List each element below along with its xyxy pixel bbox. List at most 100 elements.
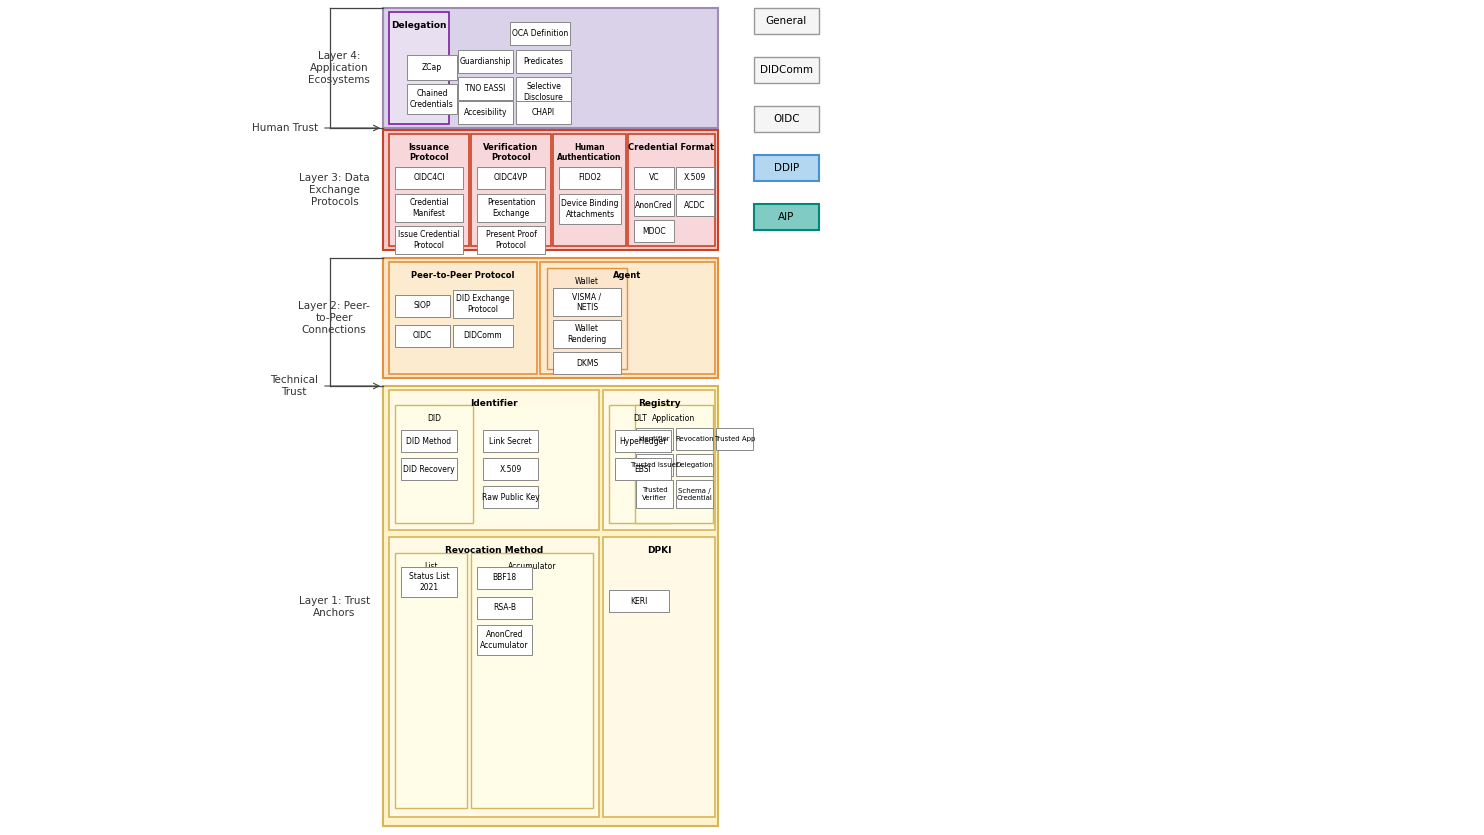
Text: AnonCred
Accumulator: AnonCred Accumulator: [481, 630, 528, 650]
Text: Human Trust: Human Trust: [252, 123, 318, 133]
Bar: [754, 106, 819, 132]
Text: Selective
Disclosure: Selective Disclosure: [524, 83, 564, 102]
Bar: [459, 101, 513, 124]
Text: VISMA /
NETIS: VISMA / NETIS: [573, 292, 601, 311]
Bar: [482, 430, 539, 452]
Text: Identifier: Identifier: [470, 399, 518, 408]
Text: EBSI: EBSI: [635, 464, 651, 473]
Bar: [470, 553, 594, 808]
Text: Layer 1: Trust
Anchors: Layer 1: Trust Anchors: [298, 596, 370, 618]
Text: Device Binding
Attachments: Device Binding Attachments: [561, 200, 619, 219]
Bar: [754, 155, 819, 181]
Bar: [637, 480, 674, 508]
Bar: [516, 77, 571, 107]
Text: Issuance
Protocol: Issuance Protocol: [408, 143, 450, 162]
Text: CHAPI: CHAPI: [531, 108, 555, 117]
Text: Wallet
Rendering: Wallet Rendering: [567, 324, 607, 344]
Text: Hyperledger: Hyperledger: [619, 437, 666, 446]
Text: DLT: DLT: [634, 414, 647, 423]
Bar: [677, 428, 712, 450]
Bar: [628, 134, 715, 246]
Bar: [754, 204, 819, 230]
Text: Status List
2021: Status List 2021: [408, 572, 450, 592]
Bar: [453, 290, 513, 318]
Bar: [395, 405, 473, 523]
Text: Raw Public Key: Raw Public Key: [482, 493, 539, 502]
Bar: [614, 458, 671, 480]
Bar: [395, 553, 467, 808]
Bar: [453, 325, 513, 347]
Bar: [383, 258, 718, 378]
Bar: [603, 537, 715, 817]
Text: Wallet: Wallet: [574, 277, 600, 286]
Bar: [754, 57, 819, 83]
Bar: [608, 405, 671, 523]
Bar: [456, 20, 715, 123]
Text: Present Proof
Protocol: Present Proof Protocol: [485, 230, 536, 250]
Bar: [554, 288, 620, 316]
Bar: [389, 12, 450, 124]
Bar: [677, 194, 714, 216]
Text: X.509: X.509: [500, 464, 521, 473]
Text: Revocation: Revocation: [675, 436, 714, 442]
Text: Revocation Method: Revocation Method: [445, 546, 543, 555]
Text: VC: VC: [649, 174, 659, 183]
Text: DIDComm: DIDComm: [760, 65, 813, 75]
Bar: [459, 77, 513, 100]
Text: OIDC: OIDC: [413, 331, 432, 341]
Text: TNO EASSI: TNO EASSI: [466, 84, 506, 93]
Bar: [389, 537, 600, 817]
Text: DPKI: DPKI: [647, 546, 671, 555]
Bar: [516, 50, 571, 73]
Bar: [677, 167, 714, 189]
Text: General: General: [766, 16, 807, 26]
Text: MDOC: MDOC: [643, 226, 666, 235]
Text: Link Secret: Link Secret: [490, 437, 531, 446]
Text: AnonCred: AnonCred: [635, 200, 672, 210]
Text: DID: DID: [427, 414, 441, 423]
Text: Guardianship: Guardianship: [460, 57, 510, 66]
Bar: [540, 262, 715, 374]
Bar: [677, 454, 712, 476]
Text: Trusted
Verifier: Trusted Verifier: [641, 488, 668, 500]
Bar: [635, 405, 712, 523]
Text: OIDC: OIDC: [773, 114, 800, 124]
Bar: [482, 458, 539, 480]
Bar: [715, 428, 752, 450]
Text: OIDC4VP: OIDC4VP: [494, 174, 528, 183]
Bar: [554, 320, 620, 348]
Bar: [559, 167, 620, 189]
Text: Registry: Registry: [638, 399, 680, 408]
Bar: [395, 194, 463, 222]
Bar: [476, 567, 531, 589]
Bar: [675, 405, 712, 523]
Text: FIDO2: FIDO2: [579, 174, 601, 183]
Text: Technical
Trust: Technical Trust: [270, 375, 318, 397]
Text: Chained
Credentials: Chained Credentials: [410, 89, 454, 109]
Bar: [383, 386, 718, 826]
Text: Trusted App: Trusted App: [714, 436, 755, 442]
Bar: [407, 55, 457, 80]
Bar: [554, 134, 626, 246]
Text: Issue Credential
Protocol: Issue Credential Protocol: [398, 230, 460, 250]
Bar: [470, 134, 551, 246]
Text: RSA-B: RSA-B: [493, 604, 516, 613]
Text: Layer 4:
Application
Ecosystems: Layer 4: Application Ecosystems: [309, 52, 370, 84]
Text: List: List: [424, 562, 438, 571]
Text: DKMS: DKMS: [576, 358, 598, 367]
Bar: [754, 8, 819, 34]
Bar: [603, 390, 715, 530]
Text: BBF18: BBF18: [493, 574, 516, 583]
Bar: [548, 268, 628, 369]
Text: SIOP: SIOP: [414, 301, 432, 311]
Bar: [516, 101, 571, 124]
Bar: [383, 8, 718, 128]
Bar: [395, 325, 450, 347]
Text: Peer-to-Peer Protocol: Peer-to-Peer Protocol: [411, 271, 515, 280]
Text: DDIP: DDIP: [773, 163, 798, 173]
Bar: [637, 428, 674, 450]
Bar: [634, 167, 674, 189]
Text: Application: Application: [653, 414, 696, 423]
Text: Verification
Protocol: Verification Protocol: [484, 143, 539, 162]
Text: Delegation: Delegation: [392, 21, 447, 30]
